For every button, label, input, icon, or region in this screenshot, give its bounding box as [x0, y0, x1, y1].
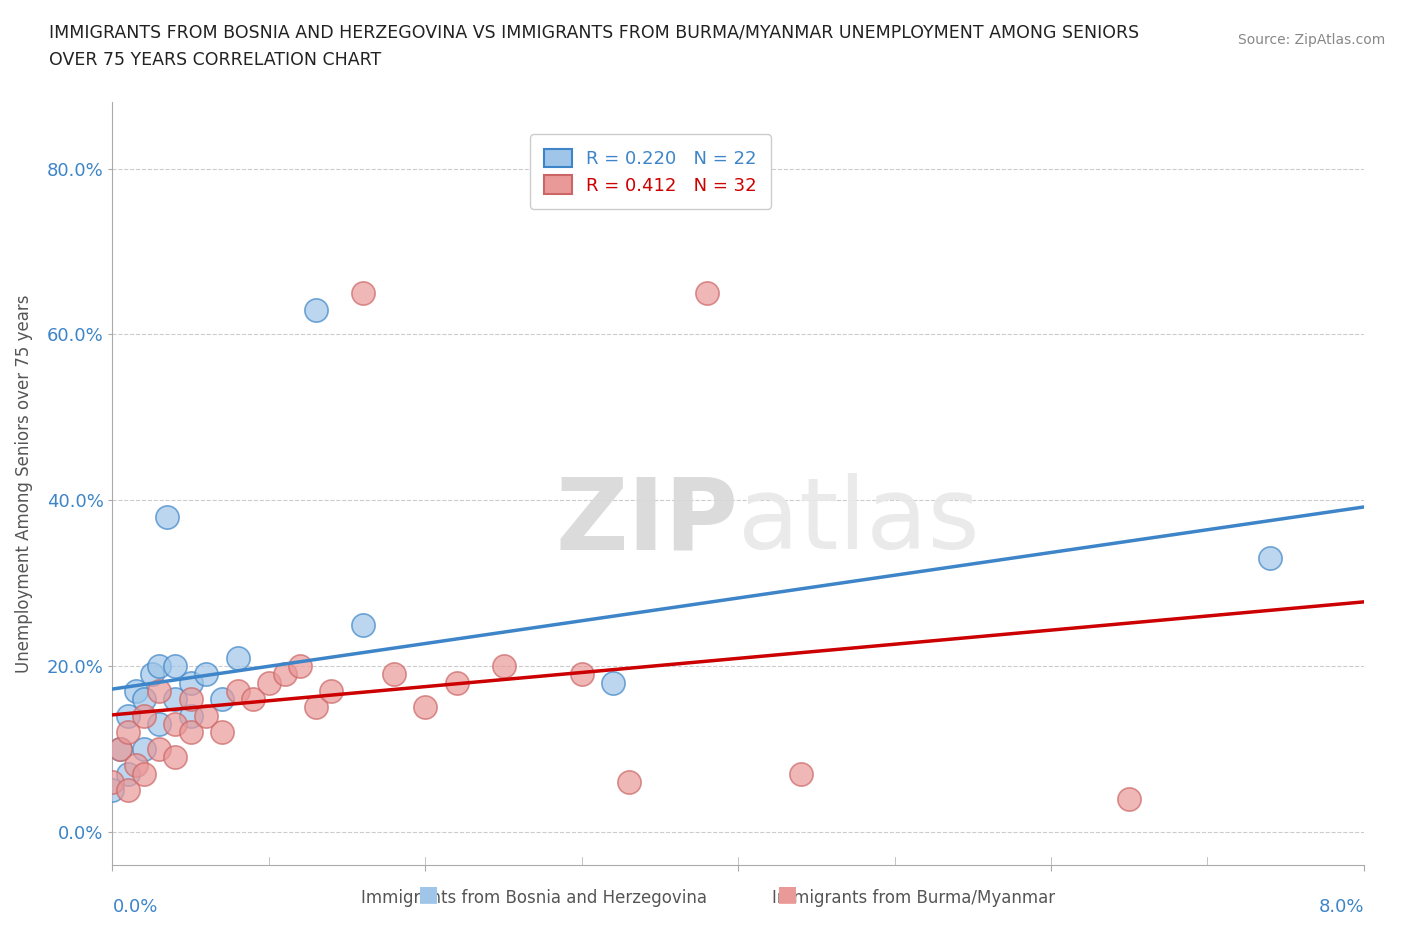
Point	[110, 741, 132, 756]
Point	[571, 667, 593, 682]
Point	[148, 716, 170, 731]
Point	[305, 700, 328, 715]
Point	[352, 286, 374, 300]
Point	[242, 692, 264, 707]
Point	[696, 286, 718, 300]
Point	[492, 658, 515, 673]
Point	[273, 667, 295, 682]
Point	[1118, 791, 1140, 806]
Text: ZIP: ZIP	[555, 473, 738, 570]
Text: 8.0%: 8.0%	[1319, 898, 1364, 916]
Point	[117, 766, 139, 781]
Point	[132, 766, 155, 781]
Point	[125, 758, 148, 773]
Point	[180, 709, 202, 724]
Text: 0.0%: 0.0%	[112, 898, 157, 916]
Point	[110, 741, 132, 756]
Point	[117, 709, 139, 724]
Point	[617, 775, 640, 790]
Point	[117, 783, 139, 798]
Point	[163, 716, 186, 731]
Text: atlas: atlas	[738, 473, 980, 570]
Text: Source: ZipAtlas.com: Source: ZipAtlas.com	[1237, 33, 1385, 46]
Point	[226, 684, 249, 698]
Point	[195, 709, 218, 724]
Point	[180, 692, 202, 707]
Point	[163, 658, 186, 673]
Point	[132, 741, 155, 756]
Point	[101, 783, 124, 798]
Point	[141, 667, 163, 682]
Point	[156, 510, 179, 525]
Point	[290, 658, 312, 673]
Point	[321, 684, 343, 698]
Point	[117, 724, 139, 739]
Point	[305, 302, 328, 317]
Point	[382, 667, 405, 682]
Text: Immigrants from Bosnia and Herzegovina: Immigrants from Bosnia and Herzegovina	[361, 889, 707, 907]
Legend: R = 0.220   N = 22, R = 0.412   N = 32: R = 0.220 N = 22, R = 0.412 N = 32	[530, 134, 770, 209]
Y-axis label: Unemployment Among Seniors over 75 years: Unemployment Among Seniors over 75 years	[14, 295, 32, 672]
Point	[602, 675, 624, 690]
Point	[125, 684, 148, 698]
Point	[211, 724, 233, 739]
Point	[132, 692, 155, 707]
Text: Immigrants from Burma/Myanmar: Immigrants from Burma/Myanmar	[772, 889, 1056, 907]
Point	[211, 692, 233, 707]
Text: ■: ■	[419, 884, 439, 904]
Point	[226, 650, 249, 665]
Text: IMMIGRANTS FROM BOSNIA AND HERZEGOVINA VS IMMIGRANTS FROM BURMA/MYANMAR UNEMPLOY: IMMIGRANTS FROM BOSNIA AND HERZEGOVINA V…	[49, 23, 1139, 41]
Point	[132, 709, 155, 724]
Point	[101, 775, 124, 790]
Point	[1258, 551, 1281, 565]
Point	[163, 692, 186, 707]
Point	[163, 750, 186, 764]
Point	[148, 684, 170, 698]
Point	[446, 675, 468, 690]
Point	[148, 658, 170, 673]
Point	[413, 700, 436, 715]
Point	[789, 766, 811, 781]
Point	[195, 667, 218, 682]
Point	[148, 741, 170, 756]
Point	[352, 618, 374, 632]
Point	[180, 724, 202, 739]
Text: ■: ■	[778, 884, 797, 904]
Point	[257, 675, 280, 690]
Point	[180, 675, 202, 690]
Text: OVER 75 YEARS CORRELATION CHART: OVER 75 YEARS CORRELATION CHART	[49, 51, 381, 69]
